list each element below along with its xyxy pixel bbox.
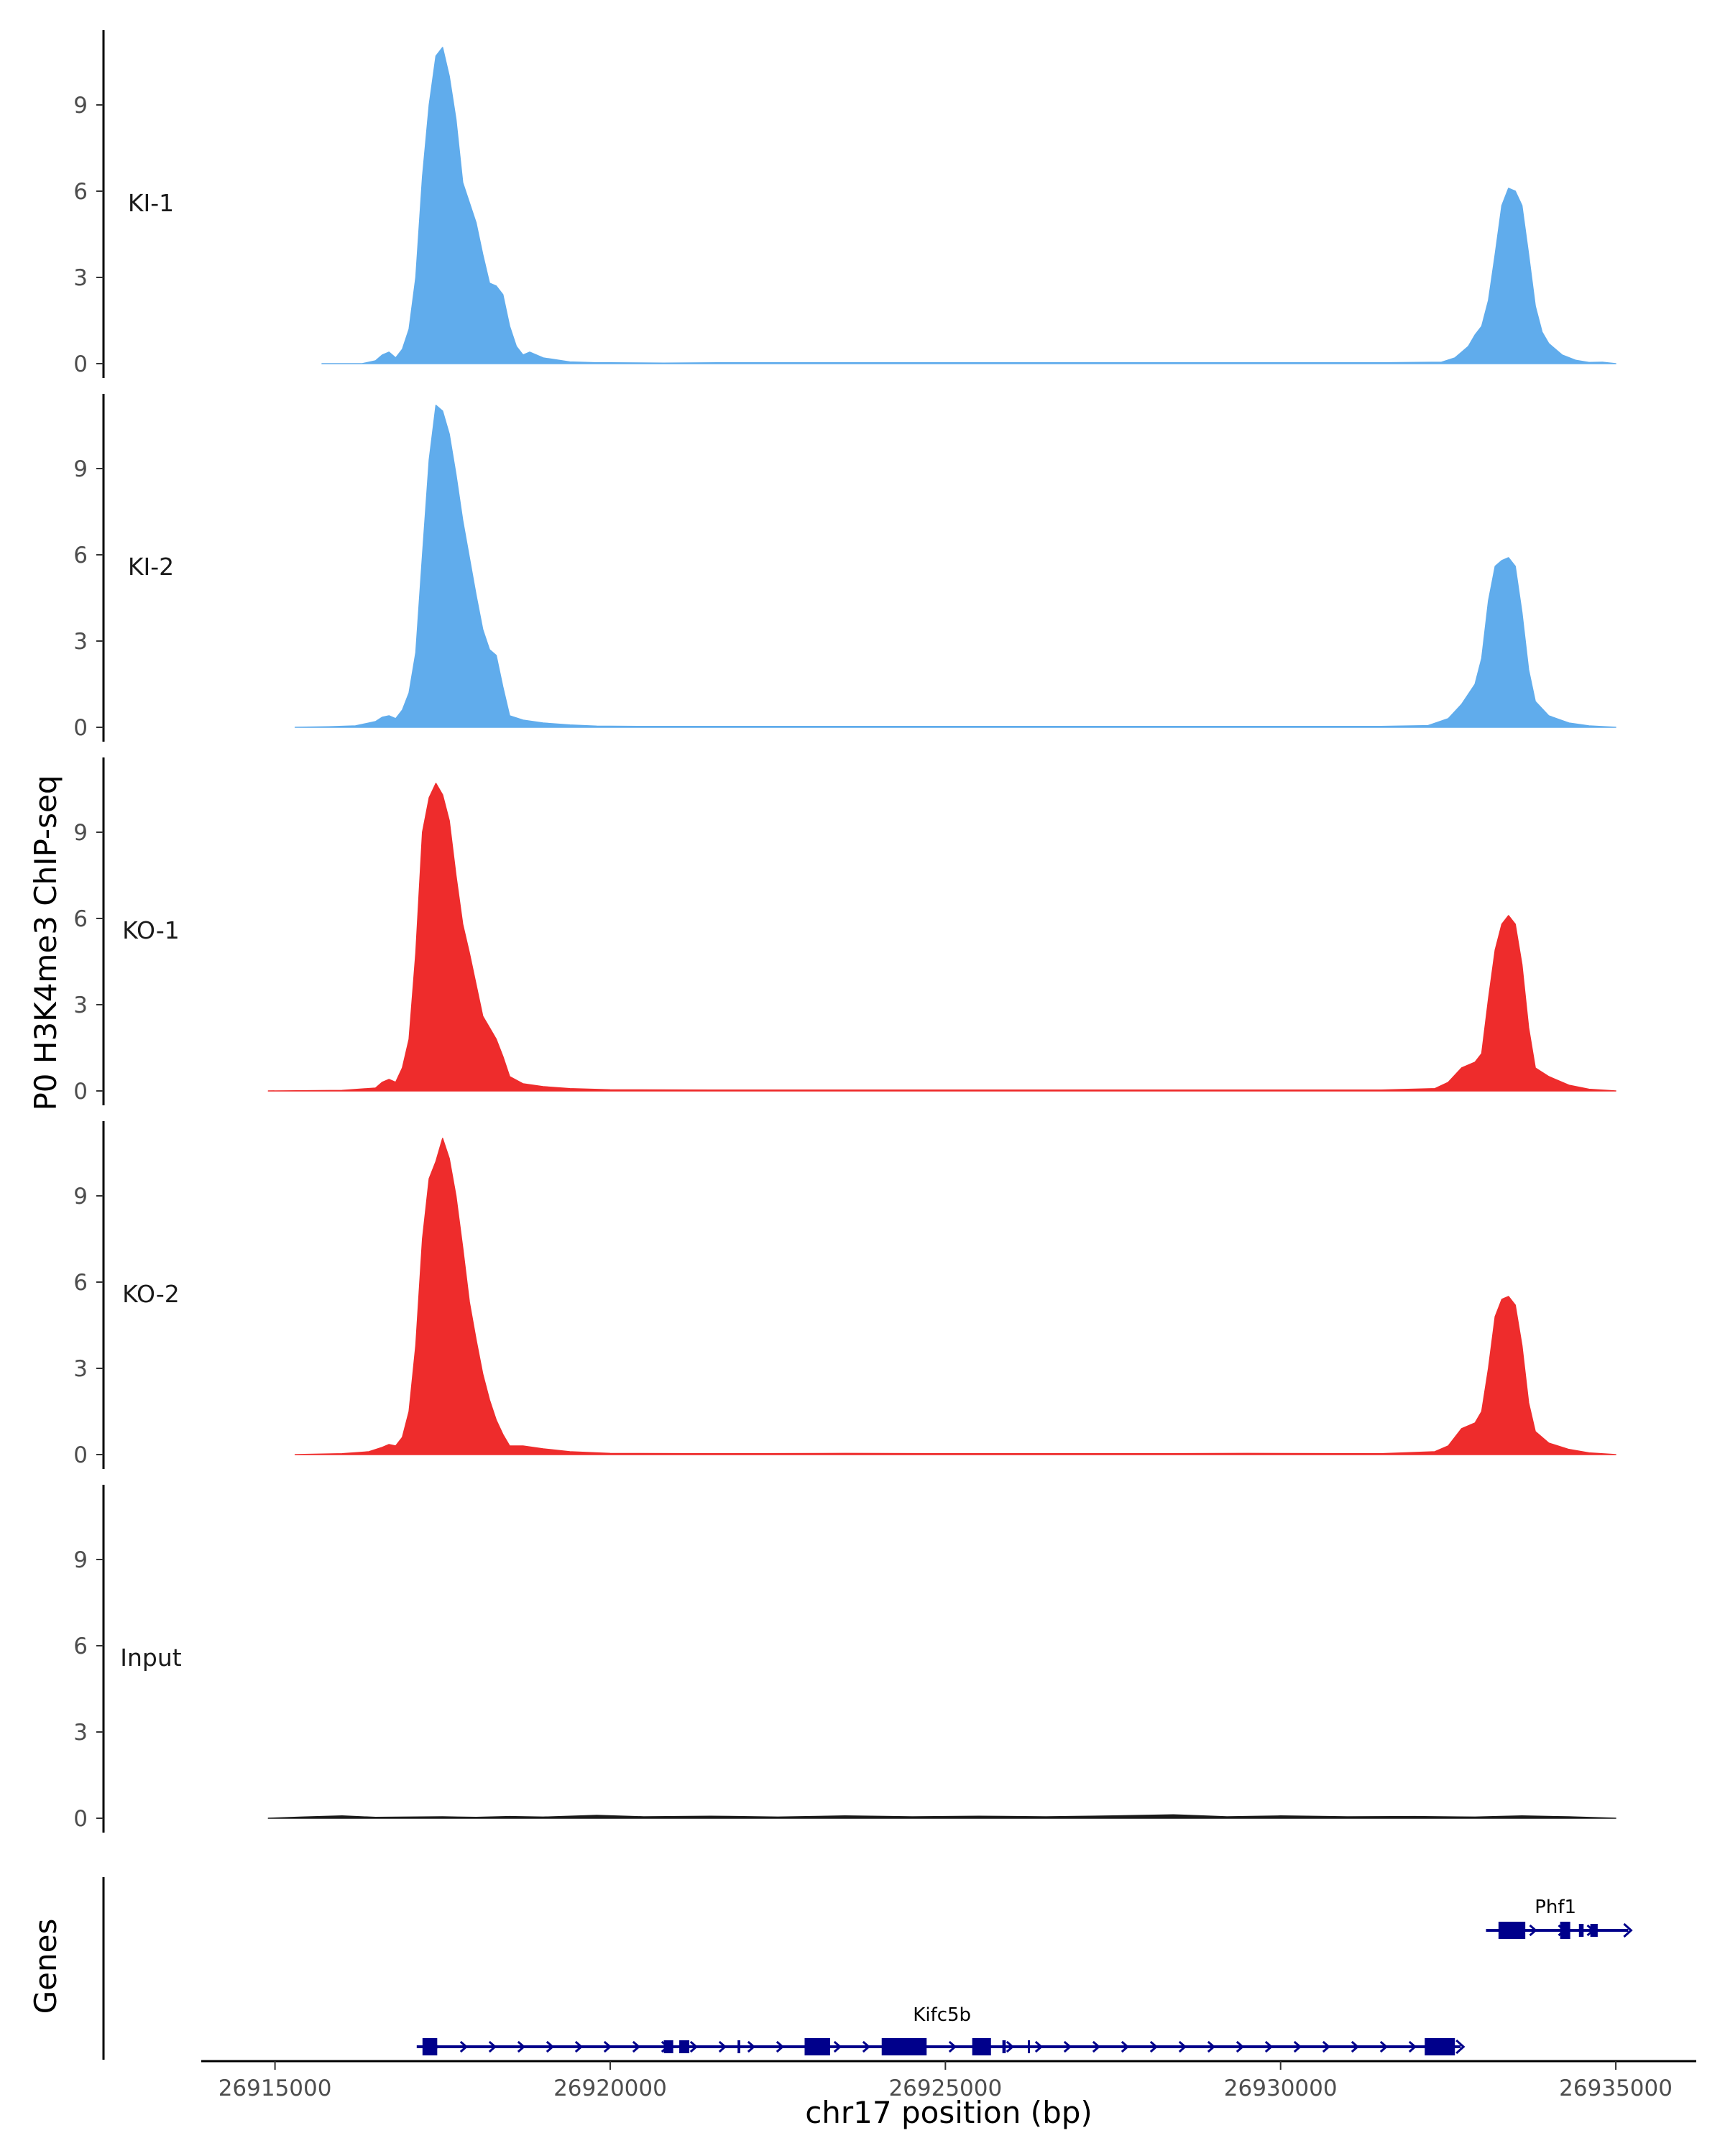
track-label: KO-1 — [122, 916, 180, 944]
track-label: KO-2 — [122, 1280, 180, 1308]
signal-area — [294, 1138, 1616, 1455]
strand-arrow — [747, 2040, 756, 2053]
y-tick-label-0: 0 — [73, 1806, 88, 1832]
track-label: KI-1 — [128, 189, 174, 217]
y-tick-label-6: 6 — [73, 1270, 88, 1296]
strand-arrow — [1034, 2040, 1044, 2053]
y-tick-label-9: 9 — [73, 1547, 88, 1573]
strand-arrow — [1006, 2040, 1015, 2053]
strand-arrow-end — [1623, 1922, 1633, 1938]
strand-arrow — [574, 2040, 584, 2053]
signal-area — [267, 783, 1616, 1092]
strand-arrow — [1149, 2040, 1159, 2053]
genes-axis-title: Genes — [28, 1919, 63, 2014]
exon — [679, 2040, 690, 2053]
strand-arrow — [776, 2040, 785, 2053]
y-tick-label-3: 3 — [73, 992, 88, 1018]
y-axis-title: P0 H3K4me3 ChIP-seq — [28, 775, 63, 1110]
y-tick-label-0: 0 — [73, 1079, 88, 1105]
y-tick-label-0: 0 — [73, 351, 88, 377]
exon — [1028, 2040, 1031, 2053]
y-tick-label-9: 9 — [73, 820, 88, 846]
x-tick-label: 26930000 — [1224, 2076, 1338, 2101]
exon — [972, 2038, 991, 2055]
gene-label: Phf1 — [1535, 1897, 1576, 1918]
strand-arrow — [459, 2040, 469, 2053]
x-tick-label: 26920000 — [553, 2076, 667, 2101]
x-tick-label: 26925000 — [888, 2076, 1002, 2101]
gene-label: Kifc5b — [913, 2004, 971, 2026]
strand-arrow — [517, 2040, 526, 2053]
track-ki-1: 0 3 6 9 KI-1 — [73, 30, 1616, 378]
strand-arrow — [1408, 2040, 1417, 2053]
signal-area — [267, 1814, 1616, 1819]
strand-arrow — [546, 2040, 555, 2053]
y-tick-label-3: 3 — [73, 265, 88, 291]
strand-arrow — [1351, 2040, 1360, 2053]
gene-phf1: Phf1 — [1486, 1897, 1633, 1939]
exon — [663, 2040, 673, 2053]
strand-arrow — [689, 2040, 699, 2053]
strand-arrow — [1207, 2040, 1216, 2053]
strand-arrow — [1322, 2040, 1331, 2053]
y-tick-label-0: 0 — [73, 1442, 88, 1468]
strand-arrow — [718, 2040, 727, 2053]
track-ko-1: 0 3 6 9 KO-1 — [73, 757, 1616, 1105]
strand-arrow — [833, 2040, 842, 2053]
x-axis-title: chr17 position (bp) — [805, 2095, 1092, 2130]
y-tick-label-9: 9 — [73, 93, 88, 119]
x-axis: 26915000 26920000 26925000 26930000 26935000 — [201, 2060, 1696, 2101]
y-tick-label-6: 6 — [73, 543, 88, 568]
strand-arrow — [1264, 2040, 1274, 2053]
exon — [1578, 1924, 1584, 1937]
x-tick-label: 26935000 — [1559, 2076, 1673, 2101]
strand-arrow — [632, 2040, 641, 2053]
gene-kifc5b: Kifc5b — [416, 2004, 1466, 2055]
exon — [1425, 2038, 1455, 2055]
exon — [422, 2038, 438, 2055]
exon — [1002, 2040, 1006, 2053]
y-tick-label-6: 6 — [73, 179, 88, 205]
y-tick-label-3: 3 — [73, 1356, 88, 1382]
y-tick-label-6: 6 — [73, 906, 88, 932]
exon — [804, 2038, 830, 2055]
strand-arrow — [488, 2040, 497, 2053]
exon — [1560, 1922, 1570, 1939]
strand-arrow-end — [1455, 2039, 1466, 2055]
strand-arrow — [1529, 1924, 1537, 1937]
track-label: KI-2 — [128, 553, 174, 581]
exon — [1498, 1922, 1526, 1939]
signal-area — [294, 405, 1616, 728]
signal-area — [321, 47, 1616, 364]
exon — [881, 2038, 927, 2055]
strand-arrow — [948, 2040, 957, 2053]
y-tick-label-3: 3 — [73, 629, 88, 655]
y-tick-label-0: 0 — [73, 715, 88, 741]
x-tick-label: 26915000 — [218, 2076, 332, 2101]
gene-annotation-panel: Kifc5b Phf1 — [102, 1877, 1633, 2060]
strand-arrow — [603, 2040, 612, 2053]
track-input: 0 3 6 9 Input — [73, 1485, 1616, 1833]
strand-arrow — [1293, 2040, 1302, 2053]
strand-arrow — [1379, 2040, 1389, 2053]
coverage-tracks: 0 3 6 9 KI-1 0 3 6 9 KI-2 0 3 6 9 KO-1 0 3 6 9 KO-2 0 3 6 9 Inpu… — [73, 30, 1616, 1833]
strand-arrow — [1092, 2040, 1101, 2053]
y-tick-label-9: 9 — [73, 456, 88, 482]
track-label: Input — [120, 1644, 182, 1672]
exon — [1590, 1924, 1598, 1937]
strand-arrow — [1121, 2040, 1130, 2053]
strand-arrow — [862, 2040, 871, 2053]
track-ki-2: 0 3 6 9 KI-2 — [73, 394, 1616, 742]
strand-arrow — [1236, 2040, 1245, 2053]
y-tick-label-9: 9 — [73, 1184, 88, 1210]
track-ko-2: 0 3 6 9 KO-2 — [73, 1121, 1616, 1469]
exon — [737, 2040, 740, 2053]
y-tick-label-6: 6 — [73, 1634, 88, 1659]
strand-arrow — [1063, 2040, 1072, 2053]
strand-arrow — [1178, 2040, 1187, 2053]
y-tick-label-3: 3 — [73, 1720, 88, 1746]
